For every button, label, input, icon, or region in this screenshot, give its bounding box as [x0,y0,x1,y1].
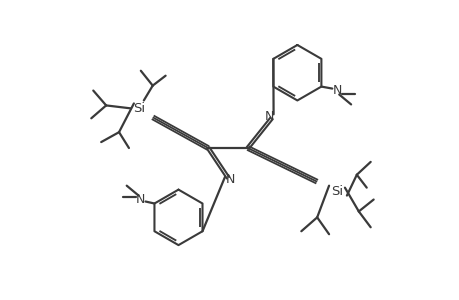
Text: N: N [264,110,274,123]
Text: N: N [225,173,234,186]
Text: N: N [135,193,145,206]
Text: Si: Si [133,102,145,115]
Text: Si: Si [330,185,342,198]
Text: N: N [332,84,341,97]
